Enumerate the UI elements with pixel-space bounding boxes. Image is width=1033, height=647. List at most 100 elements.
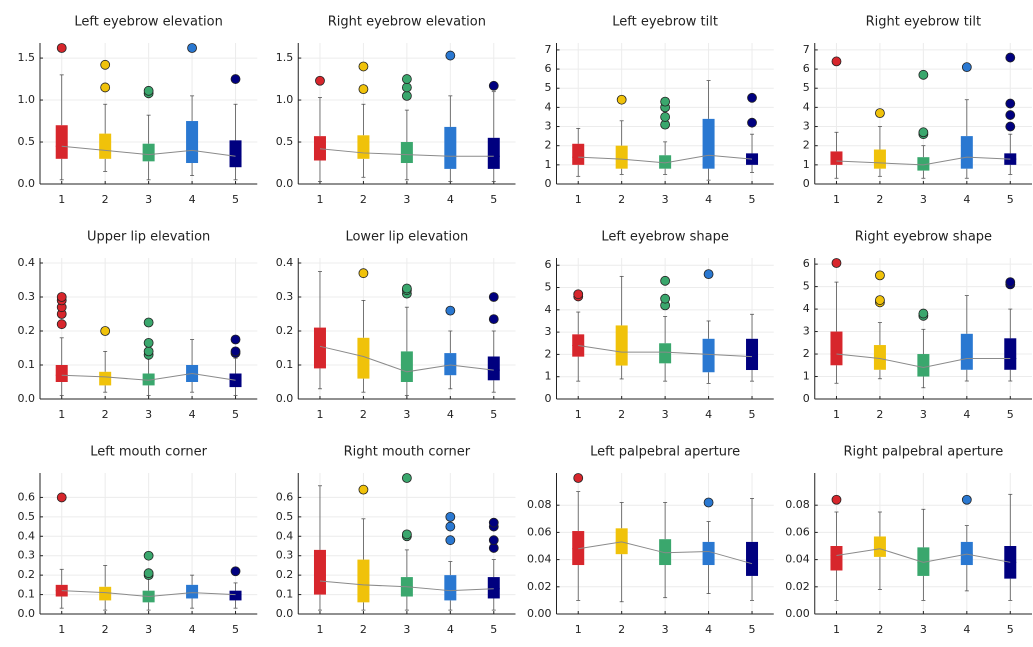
outlier <box>961 62 972 73</box>
x-tick-label: 4 <box>963 193 970 206</box>
box <box>830 331 843 366</box>
y-tick-label: 0.3 <box>276 290 294 303</box>
y-tick-label: 2 <box>803 139 810 152</box>
x-tick-label: 2 <box>876 193 883 206</box>
outlier <box>445 305 456 316</box>
outlier <box>230 346 241 357</box>
x-tick-label: 5 <box>490 623 497 636</box>
x-tick-label: 2 <box>102 193 109 206</box>
y-tick-label: 0 <box>545 392 552 405</box>
y-tick-label: 4 <box>545 100 552 113</box>
outlier <box>230 334 241 345</box>
outlier <box>961 494 972 505</box>
y-tick-label: 0.4 <box>276 256 294 269</box>
x-tick-label: 2 <box>102 408 109 421</box>
outlier <box>918 69 929 80</box>
chart-title: Right eyebrow shape <box>855 230 992 245</box>
panel: Lower lip elevation 0.0 0.1 0.2 0.3 0.4 1 2 3 4 5 <box>276 230 516 421</box>
y-tick-label: 1 <box>545 370 552 383</box>
box <box>615 325 628 366</box>
x-tick-label: 5 <box>1007 193 1014 206</box>
chart-title: Right eyebrow tilt <box>866 15 982 30</box>
box <box>229 590 242 601</box>
box <box>444 575 457 601</box>
box <box>960 541 973 566</box>
box <box>55 125 68 159</box>
x-tick-label: 5 <box>749 623 756 636</box>
box <box>659 343 672 364</box>
outlier <box>918 127 929 138</box>
x-tick-label: 2 <box>618 623 625 636</box>
box <box>960 136 973 169</box>
x-tick-label: 3 <box>920 193 927 206</box>
outlier <box>143 317 154 328</box>
box <box>357 337 370 379</box>
outlier <box>1005 277 1016 288</box>
outlier <box>918 308 929 319</box>
y-tick-label: 0.06 <box>527 525 552 538</box>
median-line <box>61 372 236 381</box>
x-tick-label: 5 <box>490 408 497 421</box>
box <box>313 327 326 369</box>
y-tick-label: 0.6 <box>276 490 294 503</box>
box <box>615 145 628 169</box>
x-tick-label: 2 <box>102 623 109 636</box>
y-tick-label: 5 <box>545 281 552 294</box>
y-tick-label: 0.5 <box>276 510 294 523</box>
x-tick-label: 3 <box>145 623 152 636</box>
y-tick-label: 0.5 <box>18 135 36 148</box>
outlier <box>831 494 842 505</box>
y-tick-label: 1.5 <box>276 51 294 64</box>
outlier <box>875 295 885 305</box>
x-tick-label: 4 <box>963 408 970 421</box>
panel: Left eyebrow elevation 0.0 0.5 1.0 1.5 1 2 3 4 5 <box>18 15 258 206</box>
outlier <box>488 292 499 302</box>
y-tick-label: 0 <box>545 177 552 190</box>
outlier <box>445 50 456 61</box>
x-tick-label: 1 <box>833 408 840 421</box>
y-tick-label: 4 <box>803 100 810 113</box>
x-tick-label: 3 <box>920 408 927 421</box>
median-line <box>578 344 753 358</box>
y-tick-label: 1.5 <box>18 51 36 64</box>
x-tick-label: 4 <box>963 623 970 636</box>
y-tick-label: 4 <box>803 302 810 315</box>
box <box>186 584 199 599</box>
panel: Right eyebrow shape 0 1 2 3 4 5 6 1 2 3 4 5 <box>803 230 1032 421</box>
box <box>186 121 199 164</box>
chart-title: Left eyebrow elevation <box>74 15 222 30</box>
y-tick-label: 0.1 <box>276 358 294 371</box>
outlier <box>56 292 67 302</box>
x-tick-label: 1 <box>575 623 582 636</box>
outlier <box>143 550 154 561</box>
outlier <box>875 108 885 119</box>
x-tick-label: 3 <box>145 193 152 206</box>
median-line <box>319 580 494 592</box>
outlier <box>230 566 241 577</box>
x-tick-label: 1 <box>316 623 323 636</box>
x-tick-label: 4 <box>705 623 712 636</box>
outlier <box>56 492 67 503</box>
y-tick-label: 0 <box>803 177 810 190</box>
box <box>444 126 457 169</box>
median-line <box>578 154 753 164</box>
x-tick-label: 2 <box>618 408 625 421</box>
y-tick-label: 0.02 <box>785 580 810 593</box>
x-tick-label: 2 <box>360 193 367 206</box>
y-tick-label: 5 <box>803 280 810 293</box>
y-tick-label: 0.3 <box>18 549 36 562</box>
outlier <box>401 529 412 540</box>
outlier <box>488 517 499 528</box>
x-tick-label: 1 <box>316 193 323 206</box>
box <box>659 155 672 169</box>
x-tick-label: 5 <box>232 193 239 206</box>
outlier <box>573 473 584 483</box>
box <box>55 365 68 382</box>
box <box>487 137 500 169</box>
y-tick-label: 0.1 <box>18 588 36 601</box>
x-tick-label: 5 <box>1007 408 1014 421</box>
box <box>142 373 155 386</box>
y-tick-label: 0.2 <box>276 324 294 337</box>
outlier <box>747 92 757 103</box>
x-tick-label: 1 <box>833 623 840 636</box>
